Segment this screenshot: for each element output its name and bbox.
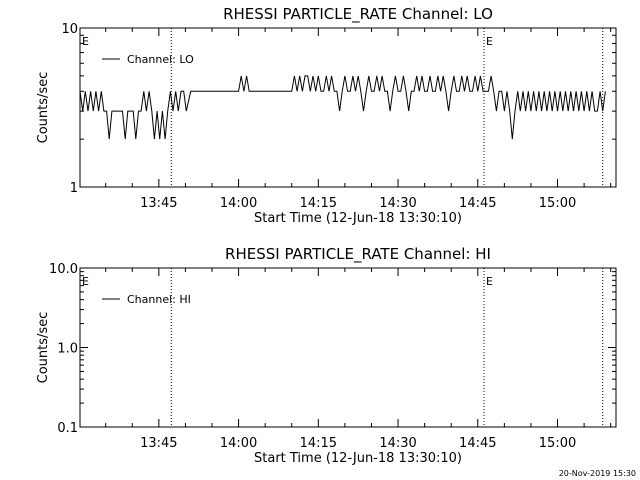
- y-tick-label: 1.0: [57, 342, 78, 357]
- event-label: E: [486, 35, 493, 48]
- x-tick-label: 14:45: [459, 196, 496, 211]
- chart-title: RHESSI PARTICLE_RATE Channel: HI: [225, 245, 491, 264]
- chart-title: RHESSI PARTICLE_RATE Channel: LO: [223, 5, 493, 24]
- footer-timestamp: 20-Nov-2019 15:30: [559, 469, 636, 478]
- y-tick-label: 10.0: [49, 262, 78, 277]
- plot-frame: [79, 27, 617, 188]
- series-line: [79, 75, 606, 140]
- x-axis-label: Start Time (12-Jun-18 13:30:10): [254, 451, 462, 466]
- x-tick-label: 14:00: [220, 196, 257, 211]
- event-label: E: [82, 35, 89, 48]
- y-tick-label: 10: [61, 22, 78, 37]
- x-tick-label: 13:45: [140, 196, 177, 211]
- y-axis-label: Counts/sec: [36, 312, 51, 384]
- x-tick-label: 15:00: [539, 196, 576, 211]
- legend-label: Channel: HI: [127, 293, 191, 306]
- y-axis-label: Counts/sec: [36, 72, 51, 144]
- x-tick-label: 14:00: [220, 436, 257, 451]
- x-tick-label: 14:30: [379, 196, 416, 211]
- x-tick-label: 15:00: [539, 436, 576, 451]
- y-tick-label: 1: [70, 181, 78, 196]
- y-tick-label: 0.1: [57, 421, 78, 436]
- x-tick-label: 14:15: [300, 196, 337, 211]
- event-label: E: [82, 275, 89, 288]
- x-tick-label: 14:45: [459, 436, 496, 451]
- x-axis-label: Start Time (12-Jun-18 13:30:10): [254, 211, 462, 226]
- legend-label: Channel: LO: [127, 53, 194, 66]
- x-tick-label: 14:15: [300, 436, 337, 451]
- plot-frame: [79, 267, 617, 428]
- x-tick-label: 13:45: [140, 436, 177, 451]
- event-label: E: [486, 275, 493, 288]
- x-tick-label: 14:30: [379, 436, 416, 451]
